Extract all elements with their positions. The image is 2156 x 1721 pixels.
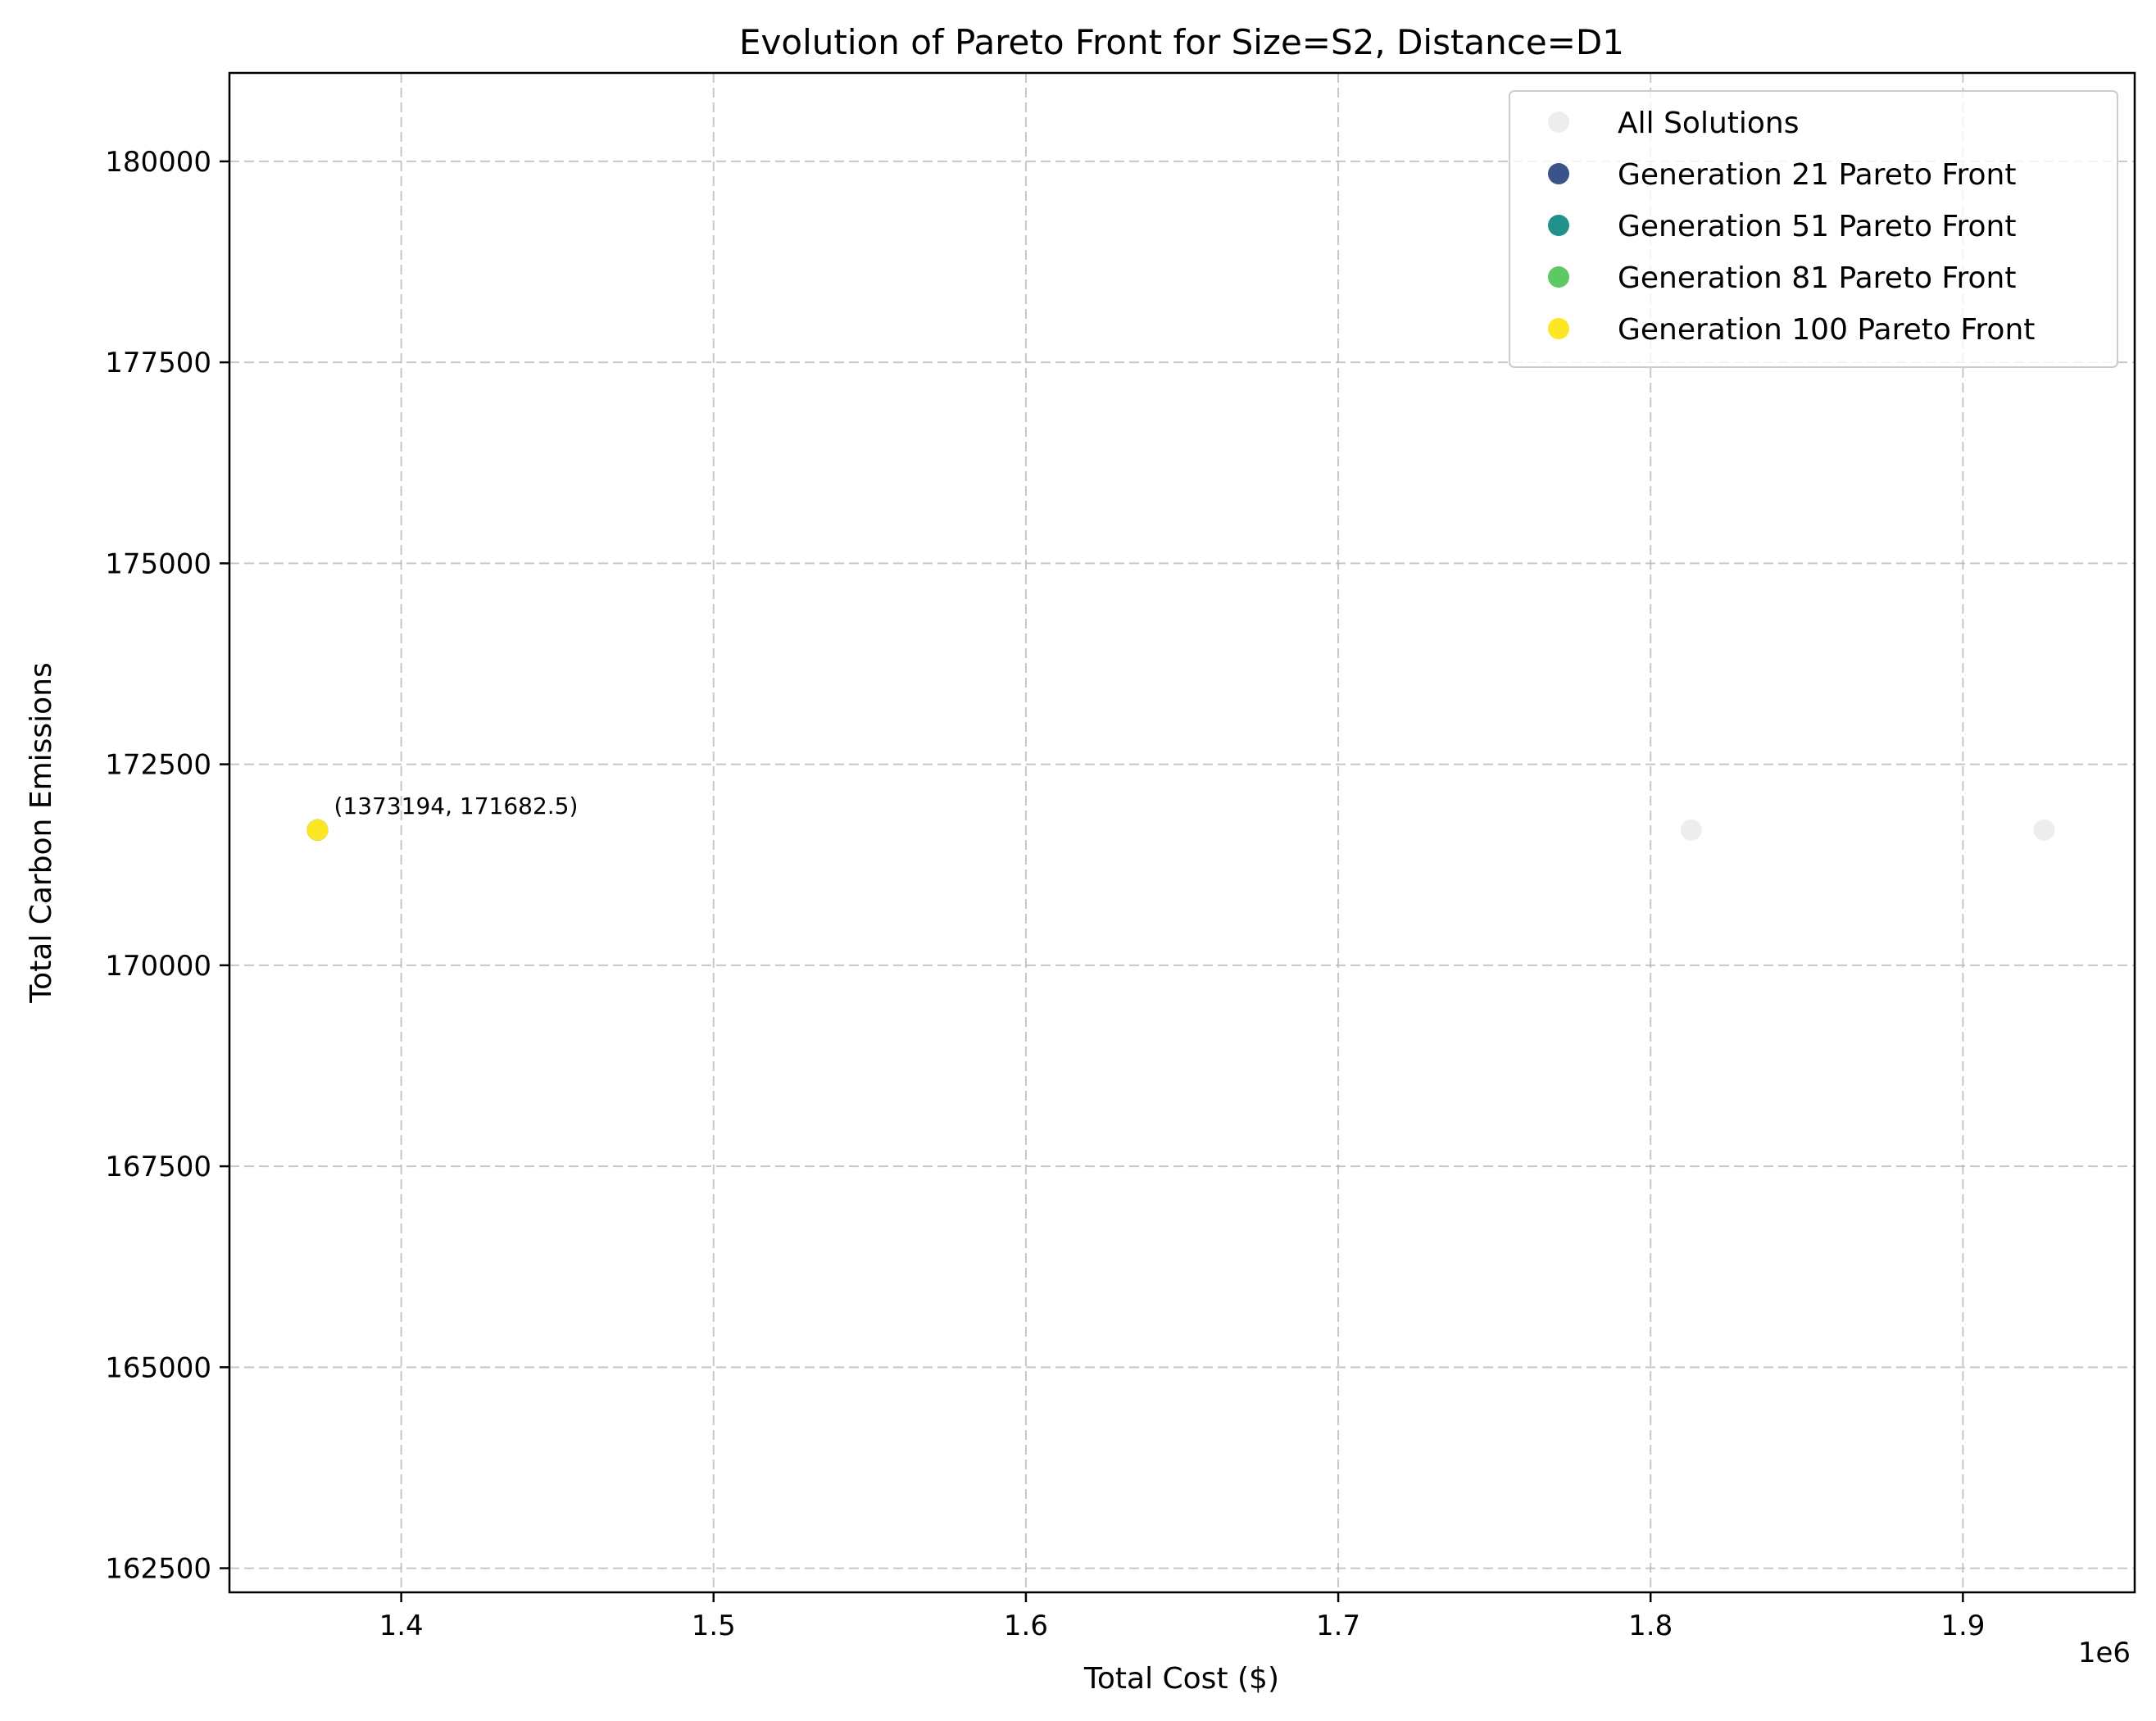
legend-marker bbox=[1548, 111, 1569, 133]
x-tick-label: 1.9 bbox=[1940, 1610, 1985, 1642]
legend-entry-label: Generation 81 Pareto Front bbox=[1618, 261, 2016, 295]
x-axis-label: Total Cost ($) bbox=[1083, 1662, 1279, 1696]
x-tick-label: 1.4 bbox=[379, 1610, 424, 1642]
data-point-series-4 bbox=[306, 819, 329, 841]
y-axis-label: Total Carbon Emissions bbox=[25, 662, 58, 1004]
legend-entry-label: All Solutions bbox=[1618, 107, 1799, 140]
point-annotation: (1373194, 171682.5) bbox=[334, 792, 578, 820]
legend-marker bbox=[1548, 215, 1569, 236]
data-point-series-0 bbox=[2033, 819, 2055, 841]
y-tick-label: 172500 bbox=[105, 749, 211, 782]
x-tick-label: 1.8 bbox=[1628, 1610, 1673, 1642]
points-layer bbox=[306, 819, 2055, 841]
y-tick-label: 180000 bbox=[105, 146, 211, 179]
legend-entry-label: Generation 21 Pareto Front bbox=[1618, 158, 2016, 192]
y-tick-label: 170000 bbox=[105, 950, 211, 983]
legend-marker bbox=[1548, 318, 1569, 339]
legend-box bbox=[1509, 90, 2118, 368]
y-tick-label: 177500 bbox=[105, 347, 211, 379]
annotation-layer: (1373194, 171682.5) bbox=[334, 792, 578, 820]
y-tick-label: 167500 bbox=[105, 1151, 211, 1183]
x-tick-label: 1.6 bbox=[1004, 1610, 1048, 1642]
y-tick-label: 162500 bbox=[105, 1553, 211, 1586]
y-tick-label: 165000 bbox=[105, 1351, 211, 1384]
plot-frame bbox=[228, 71, 2136, 1594]
legend: All Solutions Generation 21 Pareto Front G… bbox=[1509, 90, 2118, 368]
x-axis-offset-label: 1e6 bbox=[2078, 1637, 2131, 1669]
legend-marker bbox=[1548, 163, 1569, 184]
x-tick-label: 1.5 bbox=[692, 1610, 736, 1642]
legend-marker bbox=[1548, 266, 1569, 288]
grid-layer bbox=[229, 73, 2135, 1592]
legend-entry-label: Generation 51 Pareto Front bbox=[1618, 210, 2016, 243]
y-tick-label: 175000 bbox=[105, 547, 211, 580]
data-point-series-0 bbox=[1680, 819, 1702, 841]
x-tick-label: 1.7 bbox=[1316, 1610, 1360, 1642]
ticks-layer: 1.4 1.5 1.6 1.7 1.8 1.9 162500 165000 167500 1700… bbox=[105, 146, 1985, 1642]
chart-title: Evolution of Pareto Front for Size=S2, D… bbox=[739, 22, 1624, 62]
legend-entry-label: Generation 100 Pareto Front bbox=[1618, 313, 2035, 347]
